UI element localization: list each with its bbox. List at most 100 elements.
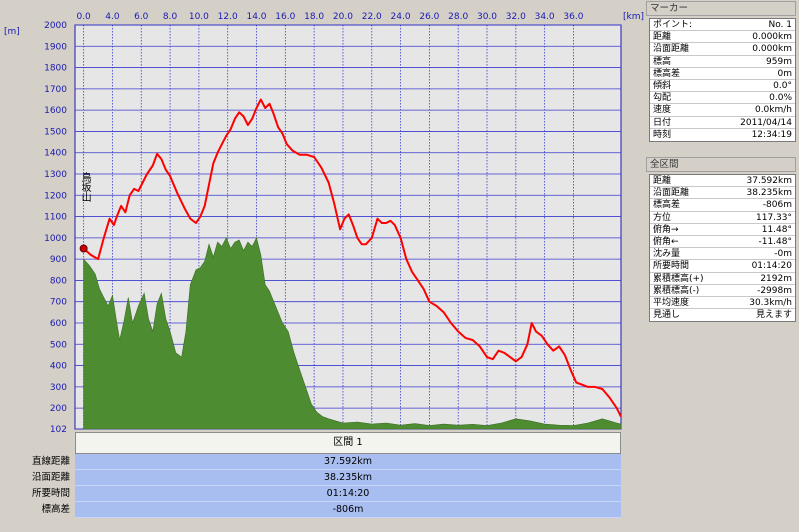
all_section-row-label: 累積標高(-) bbox=[653, 285, 700, 296]
marker-row: 日付 2011/04/14 bbox=[650, 117, 795, 129]
marker-row-value: 0.0% bbox=[769, 93, 792, 104]
all_section-row-label: 俯角→ bbox=[653, 224, 679, 235]
summary-label: 直線距離 bbox=[31, 456, 70, 467]
all_section-row: 累積標高(-) -2998m bbox=[650, 285, 795, 297]
y-tick-label: 2000 bbox=[44, 21, 67, 31]
all_section-row: 俯角→ 11.48° bbox=[650, 224, 795, 236]
all_section-row-value: 01:14:20 bbox=[751, 261, 792, 272]
all_section-row-label: 標高差 bbox=[653, 200, 681, 211]
summary-row-duration: 所要時間 01:14:20 bbox=[0, 486, 645, 502]
marker-row-label: 標高差 bbox=[653, 68, 681, 79]
all_section-row-label: 方位 bbox=[653, 212, 672, 223]
track-elevation-line bbox=[82, 98, 622, 418]
y-tick-label: 1200 bbox=[44, 191, 67, 201]
summary-value: 01:14:20 bbox=[75, 486, 621, 502]
y-tick-label: 1000 bbox=[44, 234, 67, 244]
x-tick-label: 8.0 bbox=[163, 12, 178, 22]
all_section-row-value: -2998m bbox=[757, 285, 792, 296]
info-panel: マーカー ポイント: No. 1 距離 0.000km 沿面距離 0.000km 標高 959… bbox=[645, 0, 799, 532]
marker-row-label: 沿面距離 bbox=[653, 44, 690, 55]
start-point-marker bbox=[79, 244, 88, 253]
x-tick-label: 10.0 bbox=[189, 12, 209, 22]
y-tick-label: 600 bbox=[50, 319, 67, 329]
marker-row: 速度 0.0km/h bbox=[650, 104, 795, 117]
x-tick-label: 20.0 bbox=[333, 12, 353, 22]
y-tick-label: 400 bbox=[50, 362, 67, 372]
y-axis-unit-label: [m] bbox=[4, 27, 20, 37]
all_section-row-value: 11.48° bbox=[761, 224, 792, 235]
y-tick-label: 1600 bbox=[44, 106, 67, 116]
all_section-row: 累積標高(+) 2192m bbox=[650, 273, 795, 285]
marker-row: 時刻 12:34:19 bbox=[650, 129, 795, 141]
y-tick-label: 1900 bbox=[44, 42, 67, 52]
marker-row-label: 距離 bbox=[653, 32, 672, 43]
x-tick-label: 16.0 bbox=[275, 12, 295, 22]
all_section-row-label: 俯角← bbox=[653, 236, 679, 247]
x-tick-label: 32.0 bbox=[506, 12, 526, 22]
y-tick-label: 700 bbox=[50, 298, 67, 308]
y-tick-label: 200 bbox=[50, 404, 67, 414]
y-tick-label: 800 bbox=[50, 276, 67, 286]
marker-row-label: 傾斜 bbox=[653, 80, 672, 91]
all_section-row-value: 37.592km bbox=[746, 176, 792, 186]
all_section-row-label: 距離 bbox=[653, 176, 672, 186]
x-tick-label: 28.0 bbox=[448, 12, 468, 22]
marker-row-label: 標高 bbox=[653, 56, 672, 67]
all_section-row-value: 2192m bbox=[760, 273, 792, 284]
marker-row-label: 速度 bbox=[653, 105, 672, 116]
marker-table: ポイント: No. 1 距離 0.000km 沿面距離 0.000km 標高 959m 標高差 0… bbox=[649, 18, 796, 142]
all_section-row: 所要時間 01:14:20 bbox=[650, 260, 795, 273]
x-tick-label: 14.0 bbox=[246, 12, 266, 22]
y-tick-label: 300 bbox=[50, 383, 67, 393]
marker-row-value: 2011/04/14 bbox=[740, 117, 792, 128]
all_section-row: 距離 37.592km bbox=[650, 175, 795, 188]
all_section-row-value: -11.48° bbox=[758, 236, 792, 247]
marker-row: 傾斜 0.0° bbox=[650, 80, 795, 93]
marker-row-value: 0m bbox=[777, 68, 793, 79]
marker-row-label: 日付 bbox=[653, 117, 672, 128]
marker-row-value: No. 1 bbox=[768, 20, 792, 30]
elevation-chart[interactable]: 2000 1900 1800 1700 1600 1500 1400 1300 1200 1100… bbox=[0, 0, 645, 432]
marker-row-value: 959m bbox=[766, 56, 792, 67]
all-section-panel-title: 全区間 bbox=[646, 157, 796, 172]
all_section-row-label: 沿面距離 bbox=[653, 188, 690, 199]
start-point-label: 鳥坂山 bbox=[79, 171, 91, 202]
section-header[interactable]: 区間 1 bbox=[75, 432, 621, 454]
marker-row-label: 時刻 bbox=[653, 129, 672, 140]
all_section-row: 方位 117.33° bbox=[650, 212, 795, 224]
all_section-row: 平均速度 30.3km/h bbox=[650, 297, 795, 310]
all_section-row-label: 累積標高(+) bbox=[653, 273, 704, 284]
x-tick-label: 0.0 bbox=[76, 12, 91, 22]
x-tick-label: 6.0 bbox=[134, 12, 149, 22]
section-summary: 直線距離 37.592km 沿面距離 38.235km 所要時間 01:14:2… bbox=[0, 454, 645, 532]
y-tick-label: 900 bbox=[50, 255, 67, 265]
marker-row: 標高差 0m bbox=[650, 68, 795, 80]
summary-label: 標高差 bbox=[41, 504, 70, 515]
all_section-row-label: 所要時間 bbox=[653, 261, 690, 272]
all_section-row-value: 見えます bbox=[755, 310, 792, 321]
marker-row: 沿面距離 0.000km bbox=[650, 43, 795, 56]
x-tick-label: 4.0 bbox=[105, 12, 120, 22]
summary-row-surface-distance: 沿面距離 38.235km bbox=[0, 470, 645, 486]
y-tick-label: 500 bbox=[50, 340, 67, 350]
y-tick-label: 1400 bbox=[44, 149, 67, 159]
x-tick-label: 18.0 bbox=[304, 12, 324, 22]
y-tick-label: 1100 bbox=[44, 213, 67, 223]
x-tick-label: 12.0 bbox=[218, 12, 238, 22]
x-tick-label: 22.0 bbox=[362, 12, 382, 22]
marker-row: ポイント: No. 1 bbox=[650, 19, 795, 32]
marker-row-value: 0.000km bbox=[752, 44, 792, 55]
all_section-row-value: 117.33° bbox=[756, 212, 792, 223]
marker-row-value: 0.000km bbox=[752, 32, 792, 43]
y-tick-label: 1700 bbox=[44, 85, 67, 95]
marker-row-label: ポイント: bbox=[653, 20, 693, 30]
all_section-row: 沈み量 -0m bbox=[650, 248, 795, 261]
marker-row: 勾配 0.0% bbox=[650, 92, 795, 105]
x-tick-label: 24.0 bbox=[391, 12, 411, 22]
all_section-row: 標高差 -806m bbox=[650, 199, 795, 212]
x-tick-label: 34.0 bbox=[535, 12, 555, 22]
y-tick-label: 102 bbox=[50, 425, 67, 432]
all_section-row-value: -0m bbox=[774, 249, 792, 260]
all_section-row-value: 30.3km/h bbox=[749, 297, 792, 308]
x-tick-label: 36.0 bbox=[563, 12, 583, 22]
